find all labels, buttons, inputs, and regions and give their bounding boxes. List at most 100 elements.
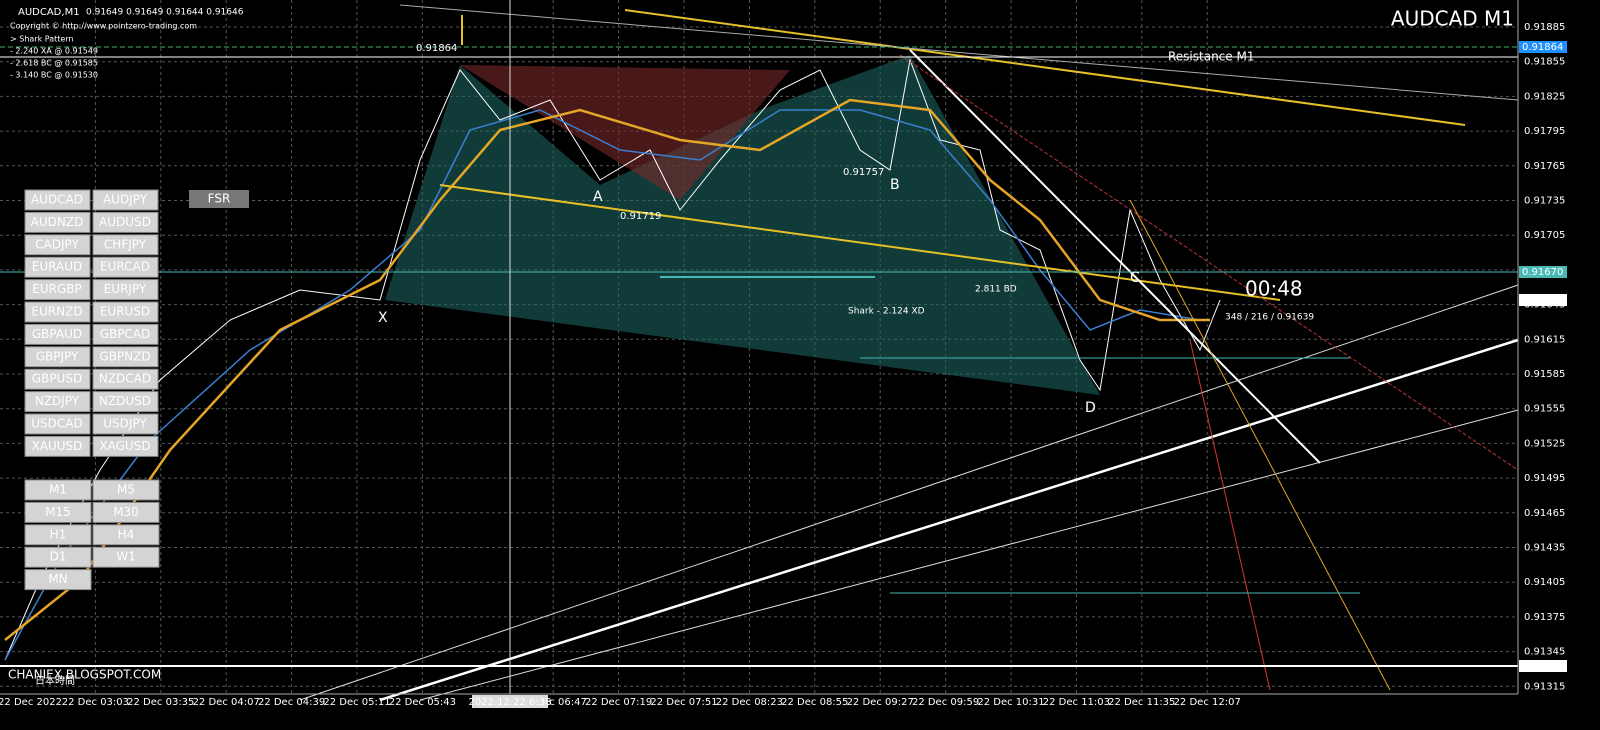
symbol-button-label[interactable]: GBPUSD <box>32 372 82 386</box>
price-tag <box>1519 660 1567 672</box>
pattern-line: - 3.140 BC @ 0.91530 <box>10 71 98 80</box>
timeframe-button[interactable] <box>92 546 160 568</box>
symbol-button[interactable] <box>24 413 91 435</box>
symbol-button[interactable] <box>24 368 91 390</box>
timeframe-button-label[interactable]: M5 <box>117 483 135 497</box>
time-label: 22 Dec 03:03 <box>62 697 129 708</box>
symbol-button-label[interactable]: GBPNZD <box>99 349 150 363</box>
time-label: 22 Dec 12:07 <box>1174 697 1241 708</box>
symbol-button[interactable] <box>92 256 159 278</box>
symbol-button-label[interactable]: USDJPY <box>103 417 147 431</box>
symbol-button[interactable] <box>24 211 91 233</box>
time-label: 22 Dec 08:55 <box>781 697 848 708</box>
timeframe-button[interactable] <box>24 479 92 501</box>
timeframe-button-label[interactable]: MN <box>48 572 67 586</box>
symbol-button[interactable] <box>24 301 91 323</box>
timeframe-button-label[interactable]: M30 <box>113 505 139 519</box>
price-tag <box>1519 266 1567 278</box>
timeframe-button-label[interactable]: M15 <box>45 505 71 519</box>
symbol-button-label[interactable]: GBPCAD <box>100 327 151 341</box>
time-label: 22 Dec 07:19 <box>585 697 652 708</box>
symbol-button[interactable] <box>92 189 159 211</box>
symbol-button-label[interactable]: EURGBP <box>32 282 81 296</box>
symbol-button-label[interactable]: GBPJPY <box>36 349 79 363</box>
annotation-resistance: Resistance M1 <box>1168 50 1254 64</box>
price-label: 0.91705 <box>1524 230 1565 241</box>
symbol-button[interactable] <box>24 435 91 457</box>
price-label: 0.91825 <box>1524 91 1565 102</box>
price-label: 0.91885 <box>1524 22 1565 33</box>
symbol-button[interactable] <box>92 368 159 390</box>
symbol-button-label[interactable]: CADJPY <box>35 237 79 251</box>
symbol-button[interactable] <box>24 391 91 413</box>
timeframe-button[interactable] <box>92 524 160 546</box>
timeframe-button-label[interactable]: H4 <box>118 527 135 541</box>
symbol-button-label[interactable]: XAUUSD <box>32 439 83 453</box>
symbol-button-label[interactable]: EURUSD <box>100 305 150 319</box>
annotation-watermark: CHANIEX.BLOGSPOT.COM <box>8 668 161 682</box>
price-tag <box>1519 294 1567 306</box>
timeframe-button-label[interactable]: W1 <box>116 550 136 564</box>
symbol-button-label[interactable]: EURJPY <box>104 282 147 296</box>
symbol-button-label[interactable]: USDCAD <box>31 417 82 431</box>
time-label: 22 Dec 06:47 <box>520 697 587 708</box>
pattern-line: - 2.618 BC @ 0.91585 <box>10 59 98 68</box>
time-label: 22 Dec 03:35 <box>127 697 194 708</box>
symbol-button[interactable] <box>24 256 91 278</box>
symbol-button-label[interactable]: AUDJPY <box>103 193 148 207</box>
timeframe-button[interactable] <box>92 479 160 501</box>
symbol-button-label[interactable]: AUDCAD <box>31 193 83 207</box>
price-tag <box>1519 41 1567 53</box>
price-tag-label: 0.91646 <box>1522 295 1563 306</box>
symbol-button[interactable] <box>24 346 91 368</box>
annotation-a-price: 0.91719 <box>620 211 661 222</box>
annotation-point-b: B <box>890 177 900 193</box>
symbol-button[interactable] <box>24 279 91 301</box>
symbol-button[interactable] <box>92 323 159 345</box>
symbol-button-label[interactable]: NZDCAD <box>99 372 151 386</box>
timeframe-button[interactable] <box>24 569 92 591</box>
fsr-button[interactable] <box>189 190 249 208</box>
timeframe-button[interactable] <box>24 546 92 568</box>
price-tag-label: 0.91864 <box>1522 42 1563 53</box>
timeframe-button[interactable] <box>24 524 92 546</box>
time-label: 22 Dec 11:35 <box>1108 697 1175 708</box>
symbol-button-label[interactable]: EURCAD <box>100 260 150 274</box>
symbol-button[interactable] <box>92 211 159 233</box>
symbol-button[interactable] <box>92 346 159 368</box>
symbol-button[interactable] <box>92 279 159 301</box>
symbol-button[interactable] <box>92 391 159 413</box>
symbol-button[interactable] <box>92 413 159 435</box>
pattern-line: - 2.240 XA @ 0.91549 <box>10 47 98 56</box>
timeframe-button-label[interactable]: M1 <box>49 483 67 497</box>
timeframe-button[interactable] <box>24 501 92 523</box>
time-label: 22 Dec 04:07 <box>193 697 260 708</box>
price-label: 0.91795 <box>1524 126 1565 137</box>
symbol-button[interactable] <box>24 323 91 345</box>
symbol-button[interactable] <box>92 234 159 256</box>
timeframe-button[interactable] <box>92 501 160 523</box>
symbol-button-label[interactable]: EURAUD <box>32 260 82 274</box>
symbol-button[interactable] <box>92 435 159 457</box>
time-label: 22 Dec 05:11 <box>323 697 390 708</box>
time-label: 22 Dec 08:23 <box>716 697 783 708</box>
time-label: 22 Dec 10:31 <box>977 697 1044 708</box>
symbol-button-label[interactable]: NZDJPY <box>35 394 80 408</box>
symbol-button[interactable] <box>24 234 91 256</box>
symbol-button-label[interactable]: GBPAUD <box>32 327 82 341</box>
symbol-button-label[interactable]: CHFJPY <box>104 237 147 251</box>
symbol-button-label[interactable]: XAGUSD <box>99 439 150 453</box>
fsr-button-label[interactable]: FSR <box>208 192 231 206</box>
symbol-button-label[interactable]: AUDNZD <box>31 215 84 229</box>
symbol-button[interactable] <box>24 189 91 211</box>
symbol-button-label[interactable]: AUDUSD <box>99 215 151 229</box>
drawings <box>0 0 1519 702</box>
timeframe-button-label[interactable]: H1 <box>50 527 67 541</box>
chart-title: AUDCAD M1 <box>1391 7 1514 31</box>
symbol-button[interactable] <box>92 301 159 323</box>
symbol-button-label[interactable]: NZDUSD <box>99 394 151 408</box>
annotation-point-d: D <box>1085 400 1096 416</box>
symbol-button-label[interactable]: EURNZD <box>31 305 82 319</box>
timeframe-button-label[interactable]: D1 <box>50 550 67 564</box>
